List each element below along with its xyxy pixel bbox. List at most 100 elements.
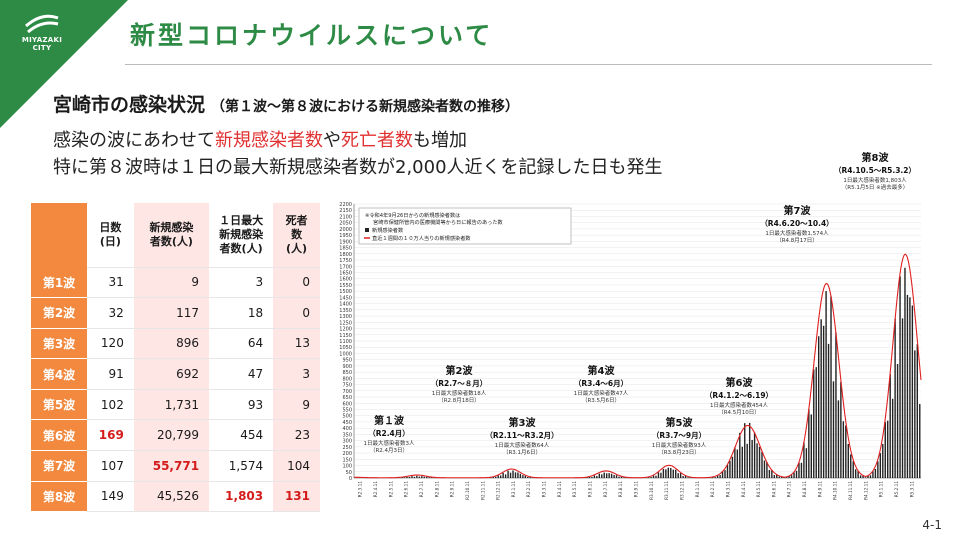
table-corner-cell bbox=[31, 203, 87, 268]
lead-text: も増加 bbox=[413, 130, 467, 151]
y-tick-label: 50 bbox=[346, 470, 352, 476]
corner-banner bbox=[0, 0, 128, 128]
y-tick-label: 500 bbox=[342, 414, 352, 420]
annotation-title: 第2波 bbox=[446, 364, 474, 377]
bar bbox=[894, 318, 896, 478]
y-tick-label: 1000 bbox=[339, 351, 352, 357]
bar bbox=[721, 471, 724, 478]
bar bbox=[689, 477, 692, 478]
annotation-max: 1日最大感染者数93人 bbox=[652, 441, 707, 449]
bar bbox=[889, 373, 891, 478]
row-wave-label: 第7波 bbox=[31, 450, 87, 482]
y-tick-label: 400 bbox=[342, 426, 352, 432]
bar bbox=[608, 473, 610, 478]
x-tick-label: R3.4.11 bbox=[557, 481, 562, 498]
y-tick-label: 2050 bbox=[339, 221, 352, 227]
cell-max: 64 bbox=[209, 328, 274, 360]
legend-note-2: 宮崎市保健所管内の医療機関等から日に報告のあった数 bbox=[373, 218, 504, 226]
bar bbox=[670, 467, 672, 478]
cell-max: 454 bbox=[209, 419, 274, 452]
bar bbox=[647, 477, 650, 478]
bar bbox=[859, 475, 862, 478]
annotation-date: （R5.1月5日 ※過去最多） bbox=[842, 183, 908, 191]
annotation-max: 1日最大感染者数3人 bbox=[364, 439, 415, 447]
bar bbox=[655, 475, 657, 478]
bar bbox=[615, 475, 618, 478]
city-logo: MIYAZAKI CITY bbox=[12, 12, 72, 52]
bar bbox=[795, 470, 798, 478]
bar bbox=[652, 475, 655, 478]
bar bbox=[825, 291, 827, 478]
page-title: 新型コロナウイルスについて bbox=[130, 21, 494, 50]
bar-series bbox=[354, 267, 921, 478]
cell-max: 93 bbox=[209, 389, 274, 421]
y-tick-label: 1650 bbox=[339, 271, 352, 277]
row-wave-label: 第3波 bbox=[31, 328, 87, 360]
y-tick-label: 1350 bbox=[339, 308, 352, 314]
x-tick-label: R3.11.11 bbox=[664, 481, 669, 500]
page-number: 4-1 bbox=[922, 518, 942, 532]
waves-table: 日数 (日) 新規感染 者数(人) １日最大 新規感染 者数(人) 死者数 (人) 第1波… bbox=[31, 203, 320, 513]
y-tick-label: 1750 bbox=[339, 258, 352, 264]
lead-highlight-deaths: 死亡者数 bbox=[341, 130, 413, 151]
y-tick-label: 150 bbox=[342, 457, 352, 463]
bar bbox=[598, 473, 600, 478]
bar bbox=[603, 472, 605, 478]
y-tick-label: 1100 bbox=[339, 339, 352, 345]
x-tick-label: R2.11.11 bbox=[480, 481, 485, 500]
table-row: 第1波 31 9 3 0 bbox=[31, 267, 320, 299]
y-tick-label: 1300 bbox=[339, 314, 352, 320]
cell-days: 102 bbox=[87, 389, 134, 421]
row-wave-label: 第8波 bbox=[31, 481, 87, 513]
bar bbox=[596, 475, 598, 478]
bar bbox=[862, 475, 864, 478]
cell-days: 91 bbox=[87, 358, 134, 390]
bar bbox=[879, 453, 882, 478]
bar bbox=[731, 456, 734, 478]
bar bbox=[613, 474, 615, 478]
bar bbox=[591, 476, 593, 478]
cell-cases: 55,771 bbox=[133, 450, 210, 482]
bar bbox=[896, 364, 899, 478]
bar bbox=[492, 477, 494, 478]
x-tick-label: R4.7.11 bbox=[787, 481, 792, 498]
cell-cases: 896 bbox=[133, 328, 210, 360]
bar bbox=[869, 475, 872, 478]
bar bbox=[906, 294, 909, 478]
y-tick-label: 550 bbox=[342, 408, 352, 414]
bar bbox=[403, 477, 406, 478]
bar bbox=[882, 443, 884, 478]
y-tick-label: 950 bbox=[342, 358, 352, 364]
bar bbox=[499, 475, 502, 478]
x-tick-label: R5.2.11 bbox=[894, 481, 899, 498]
x-tick-label: R3.6.11 bbox=[588, 481, 593, 498]
bar bbox=[421, 476, 423, 478]
bar bbox=[502, 472, 504, 478]
bar bbox=[768, 469, 771, 478]
bar bbox=[522, 475, 524, 478]
annotation-date: （R4.8月17日） bbox=[776, 237, 818, 244]
x-tick-label: R4.4.11 bbox=[741, 481, 746, 498]
y-tick-label: 0 bbox=[349, 476, 352, 482]
cell-max: 47 bbox=[209, 358, 274, 390]
bar bbox=[726, 464, 729, 478]
bar bbox=[527, 476, 529, 478]
bar bbox=[739, 432, 741, 478]
annotation-period: （R2.7～８月） bbox=[431, 378, 488, 388]
row-wave-label: 第1波 bbox=[31, 267, 87, 299]
cell-cases: 20,799 bbox=[133, 419, 210, 452]
bar bbox=[773, 474, 776, 478]
bar bbox=[790, 475, 793, 478]
annotation-title: 第7波 bbox=[784, 204, 812, 217]
bar bbox=[662, 468, 665, 478]
lead-text: 感染の波にあわせて bbox=[53, 130, 215, 151]
y-tick-label: 750 bbox=[342, 383, 352, 389]
bar bbox=[835, 332, 837, 478]
y-tick-label: 850 bbox=[342, 370, 352, 376]
annotation-period: （R4.6.20～10.4） bbox=[760, 218, 833, 228]
y-tick-label: 1150 bbox=[339, 333, 352, 339]
bar bbox=[874, 468, 877, 478]
row-wave-label: 第4波 bbox=[31, 358, 87, 390]
wave-annotation: 第6波（R4.1.2～6.19）1日最大感染者数454人（R4.5月10日） bbox=[705, 376, 773, 416]
annotation-max: 1日最大感染者数18人 bbox=[432, 389, 487, 397]
